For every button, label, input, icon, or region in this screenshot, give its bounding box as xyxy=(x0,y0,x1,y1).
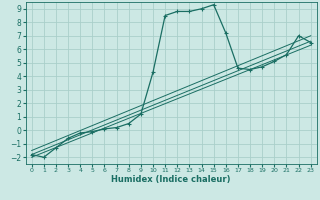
X-axis label: Humidex (Indice chaleur): Humidex (Indice chaleur) xyxy=(111,175,231,184)
